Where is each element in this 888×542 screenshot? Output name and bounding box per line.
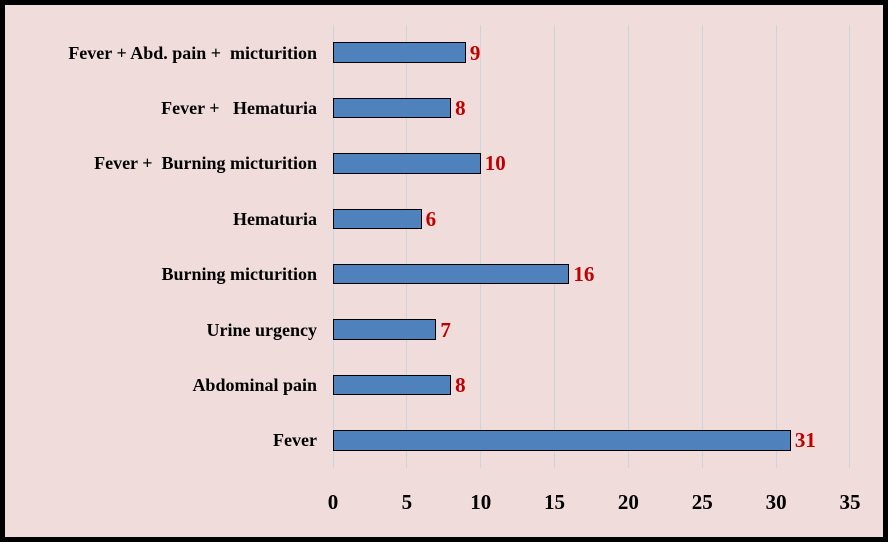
value-label: 8 <box>455 96 466 121</box>
category-label: Fever + Abd. pain + micturition <box>68 42 317 63</box>
gridline <box>480 25 482 468</box>
category-label: Abdominal pain <box>192 374 317 395</box>
bar <box>333 374 452 396</box>
category-label: Fever + Burning micturition <box>94 153 317 174</box>
category-label: Hematuria <box>233 208 317 229</box>
category-label: Fever + Hematuria <box>161 98 317 119</box>
gridline <box>627 25 629 468</box>
x-tick-label: 0 <box>327 490 339 514</box>
bar <box>333 42 466 63</box>
category-label: Burning micturition <box>161 264 317 285</box>
x-tick-label: 5 <box>401 490 413 514</box>
bar <box>333 208 422 230</box>
gridline <box>406 25 408 468</box>
value-label: 9 <box>469 40 481 65</box>
value-label: 10 <box>484 151 506 176</box>
value-axis-line <box>332 25 334 468</box>
x-tick-label: 15 <box>544 490 566 514</box>
value-label: 7 <box>440 317 451 342</box>
x-tick-label: 20 <box>617 490 639 514</box>
x-tick-label: 30 <box>765 490 787 514</box>
bar <box>333 263 570 285</box>
category-label: Fever <box>273 430 317 451</box>
bar <box>333 430 791 451</box>
x-tick-label: 35 <box>839 490 861 514</box>
gridline <box>849 25 851 468</box>
gridline <box>701 25 703 468</box>
bar <box>333 153 481 174</box>
value-label: 31 <box>794 428 816 453</box>
category-label: Urine urgency <box>206 319 317 340</box>
gridline <box>554 25 556 468</box>
value-label: 6 <box>425 206 437 231</box>
gridline <box>775 25 777 468</box>
value-label: 8 <box>455 372 466 397</box>
value-label: 16 <box>573 262 595 287</box>
x-tick-label: 25 <box>691 490 713 514</box>
x-tick-label: 10 <box>470 490 492 514</box>
bar <box>333 319 437 340</box>
bar <box>333 97 452 119</box>
